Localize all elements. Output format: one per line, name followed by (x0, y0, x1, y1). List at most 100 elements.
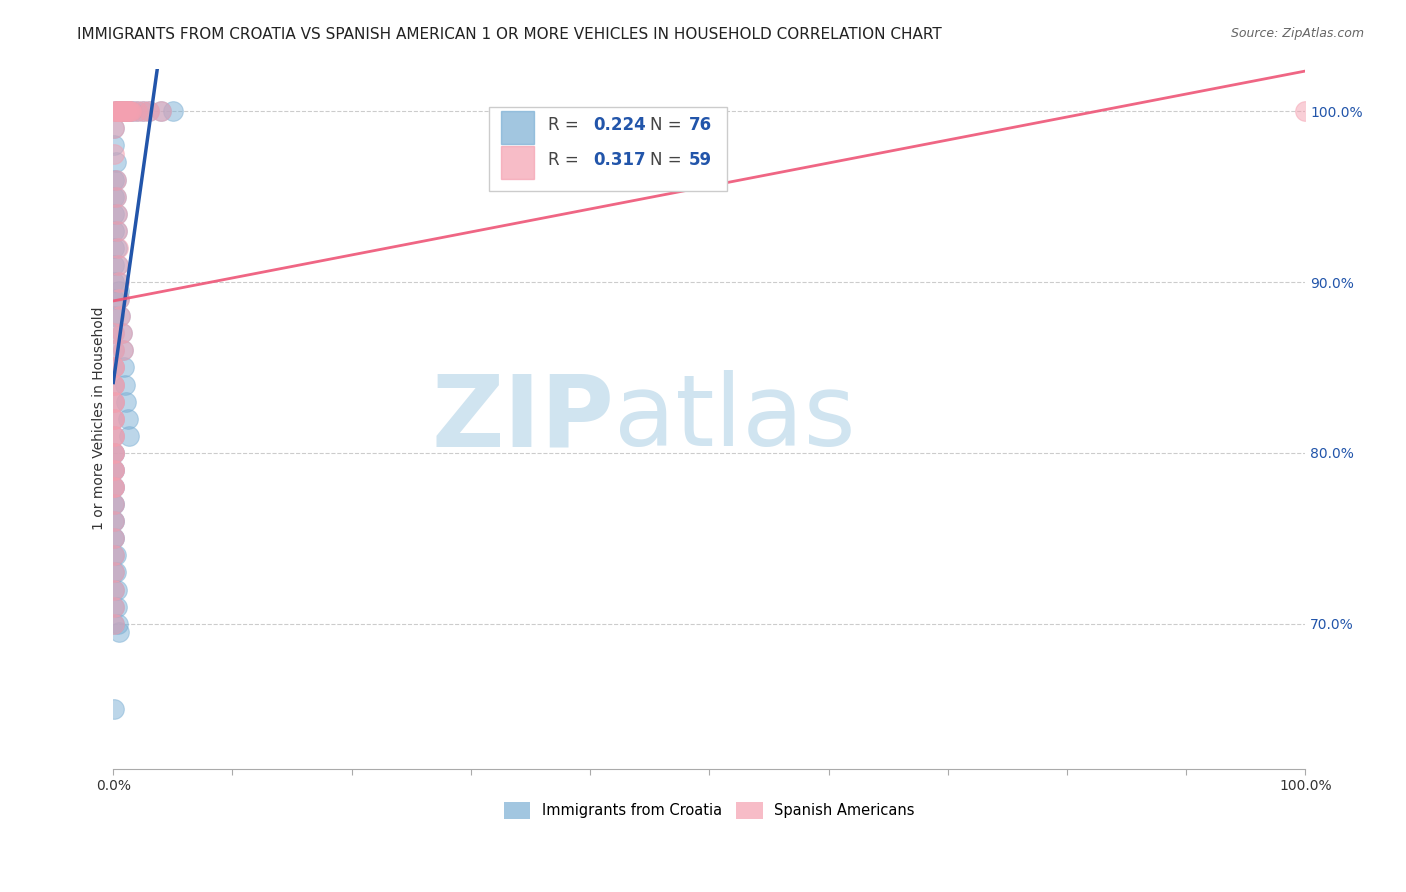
Point (105, 582, 128, 597)
Point (103, 121, 125, 136)
Point (103, 147, 125, 161)
Point (103, 497, 125, 511)
Point (103, 429, 125, 443)
Point (108, 284, 131, 298)
Point (103, 189, 125, 203)
Point (138, 104, 160, 119)
Point (108, 625, 131, 640)
Point (108, 292, 131, 306)
Point (103, 446, 125, 460)
Point (108, 292, 131, 306)
Point (103, 343, 125, 358)
Point (103, 514, 125, 528)
Point (105, 599, 128, 614)
Point (107, 616, 129, 631)
Point (104, 155, 127, 169)
Point (103, 480, 125, 494)
Point (103, 616, 125, 631)
Point (110, 104, 132, 119)
Point (117, 104, 139, 119)
Point (103, 394, 125, 409)
Point (103, 549, 125, 563)
Point (103, 702, 125, 716)
Point (115, 394, 138, 409)
Point (149, 104, 172, 119)
Point (111, 326, 134, 341)
Point (111, 343, 134, 358)
Point (107, 104, 129, 119)
Point (103, 310, 125, 324)
Point (103, 394, 125, 409)
Point (104, 104, 127, 119)
Point (108, 104, 131, 119)
Point (103, 463, 125, 477)
Point (103, 582, 125, 597)
Point (103, 463, 125, 477)
Text: N =: N = (650, 151, 686, 169)
Point (103, 497, 125, 511)
Text: 0.317: 0.317 (593, 151, 647, 169)
Point (1294, 104, 1316, 119)
Point (107, 258, 129, 272)
Point (118, 104, 141, 119)
Point (121, 104, 143, 119)
Point (103, 121, 125, 136)
Point (114, 104, 136, 119)
Point (149, 104, 172, 119)
Point (107, 258, 129, 272)
Point (118, 104, 141, 119)
Point (115, 104, 138, 119)
Point (103, 241, 125, 255)
Point (103, 360, 125, 375)
Point (127, 104, 149, 119)
Text: N =: N = (650, 116, 686, 134)
Point (108, 275, 131, 289)
Point (162, 104, 184, 119)
Point (105, 207, 128, 221)
Point (105, 207, 128, 221)
Point (103, 207, 125, 221)
Point (103, 104, 125, 119)
Point (103, 411, 125, 425)
Point (107, 104, 129, 119)
Point (111, 104, 134, 119)
Point (103, 532, 125, 546)
Point (103, 599, 125, 614)
Point (103, 138, 125, 153)
Point (110, 310, 132, 324)
Point (103, 566, 125, 580)
Point (103, 480, 125, 494)
Text: 0.224: 0.224 (593, 116, 647, 134)
Point (104, 549, 127, 563)
Point (112, 104, 135, 119)
Point (103, 480, 125, 494)
Point (104, 189, 127, 203)
Point (105, 224, 128, 238)
Point (104, 104, 127, 119)
Point (103, 411, 125, 425)
Point (111, 104, 134, 119)
Point (118, 104, 141, 119)
Point (103, 411, 125, 425)
Point (104, 172, 127, 186)
Point (111, 104, 134, 119)
Point (118, 429, 141, 443)
Point (132, 104, 155, 119)
Point (103, 463, 125, 477)
Point (104, 189, 127, 203)
Text: 76: 76 (689, 116, 713, 134)
Text: 59: 59 (689, 151, 713, 169)
Point (114, 104, 136, 119)
Point (103, 360, 125, 375)
Point (111, 104, 134, 119)
Point (103, 326, 125, 341)
Text: R =: R = (548, 116, 585, 134)
Point (107, 275, 129, 289)
Point (103, 480, 125, 494)
Y-axis label: 1 or more Vehicles in Household: 1 or more Vehicles in Household (93, 307, 107, 531)
Point (103, 446, 125, 460)
Point (103, 275, 125, 289)
Point (103, 514, 125, 528)
Point (103, 258, 125, 272)
Point (103, 172, 125, 186)
